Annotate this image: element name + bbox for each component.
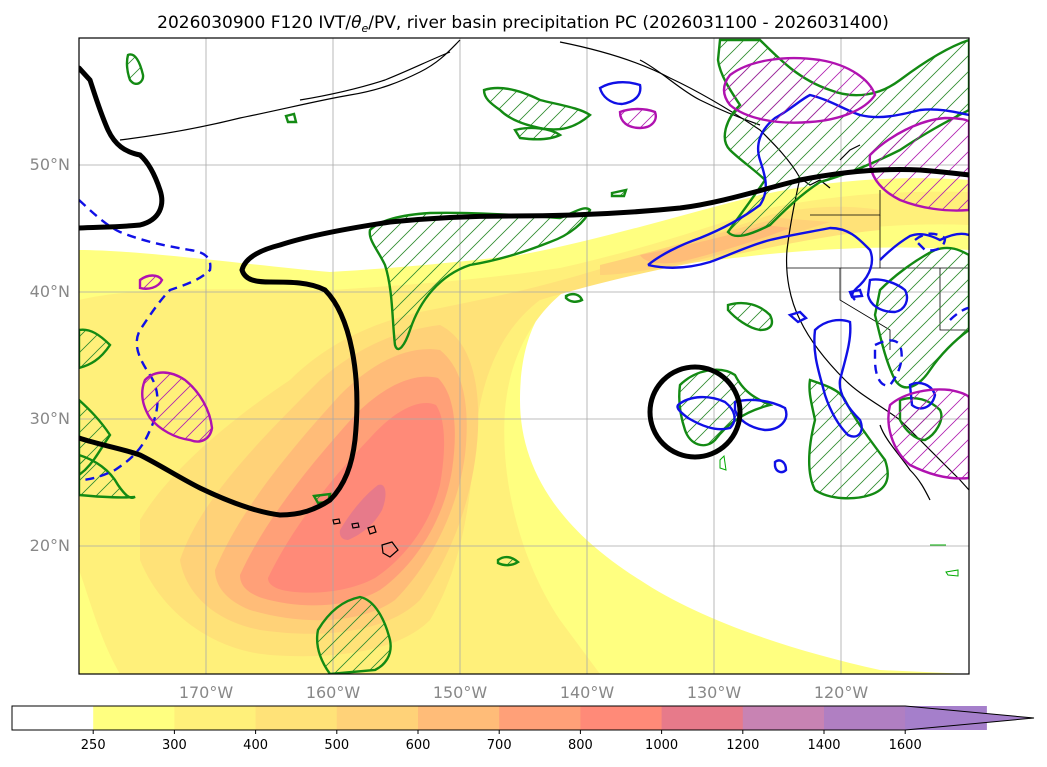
- lat-labels: 20°N 30°N 40°N 50°N: [30, 155, 70, 555]
- lon-labels: 170°W 160°W 150°W 140°W 130°W 120°W: [179, 683, 869, 702]
- lat-label: 30°N: [30, 409, 70, 428]
- minor-contours: [719, 454, 959, 577]
- lon-label: 120°W: [814, 683, 869, 702]
- lon-label: 170°W: [179, 683, 234, 702]
- lon-label: 160°W: [306, 683, 361, 702]
- colorbar-segment: [580, 706, 663, 730]
- ivt-shading: [79, 178, 969, 674]
- colorbar-tick-label: 300: [162, 738, 187, 753]
- colorbar-tick-label: 800: [568, 738, 593, 753]
- colorbar-tick-label: 700: [487, 738, 512, 753]
- lat-label: 20°N: [30, 536, 70, 555]
- lat-label: 50°N: [30, 155, 70, 174]
- colorbar-segment: [742, 706, 825, 730]
- ivt-1000: [339, 484, 386, 540]
- colorbar-tick-label: 1400: [807, 738, 840, 753]
- colorbar: 250 300 400 500 600 700 800 1000 1200 1400 1600: [11, 705, 1035, 753]
- colorbar-tick-label: 500: [324, 738, 349, 753]
- lat-label: 40°N: [30, 282, 70, 301]
- colorbar-segment: [174, 706, 257, 730]
- colorbar-segment: [661, 706, 744, 730]
- pv-contours: [79, 65, 969, 518]
- colorbar-tick-label: 1000: [645, 738, 678, 753]
- colorbar-tick-label: 400: [243, 738, 268, 753]
- colorbar-segment: [336, 706, 419, 730]
- colorbar-extend-arrow: [905, 706, 1034, 730]
- colorbar-segment: [255, 706, 338, 730]
- colorbar-segment: [499, 706, 581, 730]
- map-frame: [78, 37, 970, 675]
- colorbar-tick-label: 600: [406, 738, 431, 753]
- theta-e-dashed: [79, 199, 969, 482]
- hawaii-islands: [332, 518, 399, 558]
- colorbar-segment: [93, 706, 175, 730]
- colorbar-segment: [12, 706, 94, 730]
- magenta-contours: [138, 56, 969, 480]
- figure-title: 2026030900 F120 IVT/θe/PV, river basin p…: [157, 13, 889, 35]
- colorbar-tick-label: 1600: [889, 738, 922, 753]
- lon-label: 130°W: [687, 683, 742, 702]
- colorbar-outline: [11, 705, 1035, 731]
- colorbar-tick-label: 1200: [726, 738, 759, 753]
- colorbar-segment: [418, 706, 500, 730]
- colorbar-segment: [824, 706, 906, 730]
- lon-label: 140°W: [560, 683, 615, 702]
- colorbar-tick-label: 250: [81, 738, 106, 753]
- ivt-800: [268, 403, 445, 593]
- map-panel: [79, 38, 969, 674]
- lon-label: 150°W: [433, 683, 488, 702]
